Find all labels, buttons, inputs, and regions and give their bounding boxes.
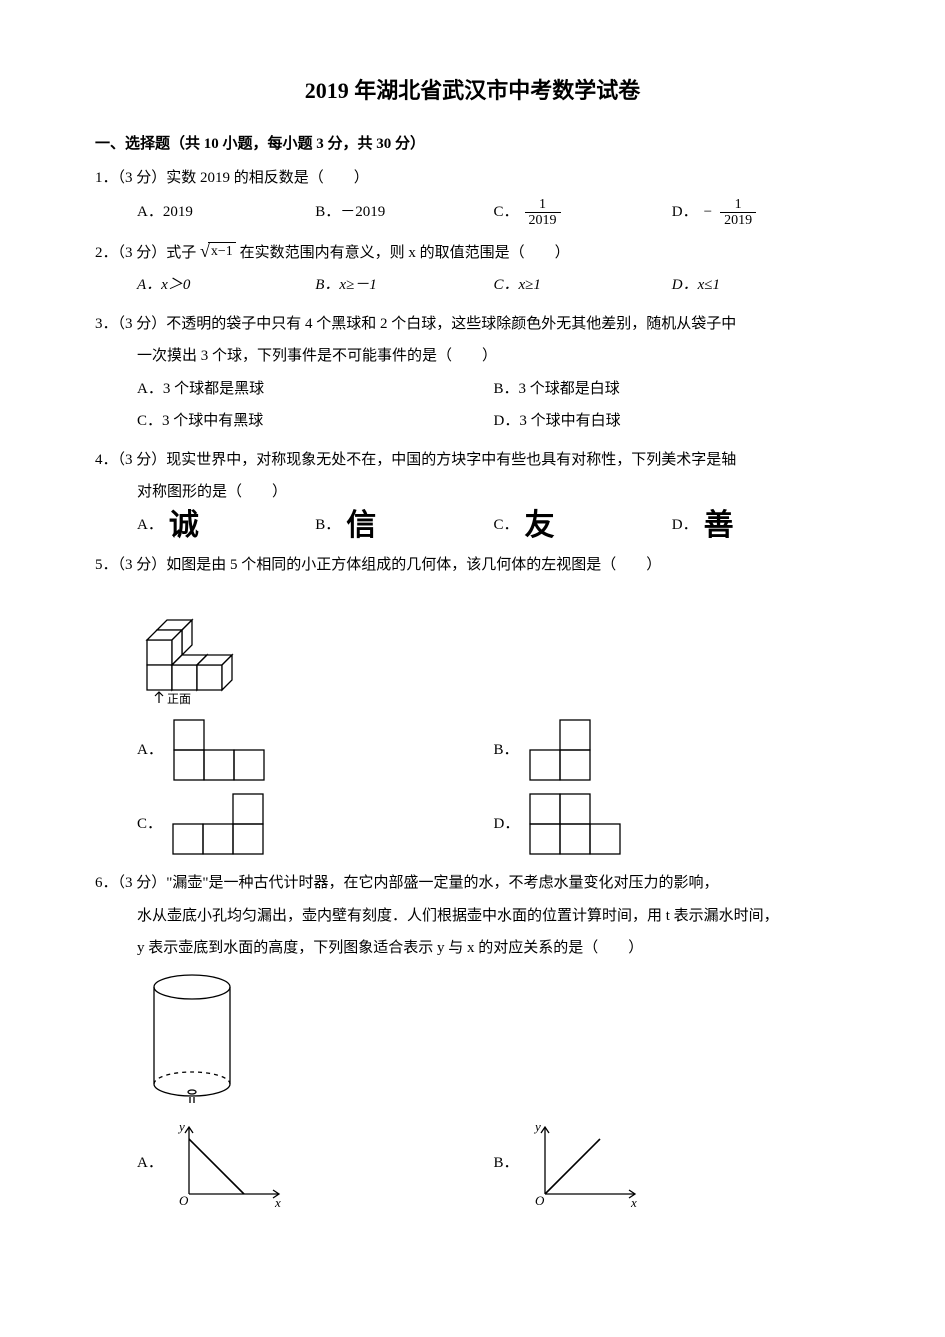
- q3-options-r2: C．3 个球中有黑球 D．3 个球中有白球: [95, 407, 850, 436]
- front-label: 正面: [167, 692, 191, 705]
- q5-figure: 正面: [95, 585, 850, 705]
- q3-optC: C．3 个球中有黑球: [137, 407, 494, 436]
- q6-figure: [95, 969, 850, 1109]
- graph-icon: y x O: [169, 1119, 289, 1209]
- fraction-icon: 1 2019: [720, 197, 756, 229]
- grid-shape-icon: [169, 715, 269, 785]
- q4-optB: B． 信: [315, 511, 493, 541]
- svg-text:O: O: [179, 1193, 189, 1208]
- q2-optA: A．x＞0: [137, 271, 315, 300]
- svg-text:O: O: [535, 1193, 545, 1208]
- grid-shape-icon: [168, 789, 268, 859]
- q6-optB: B． y x O: [494, 1119, 851, 1209]
- q4-stem2: 对称图形的是（ ）: [95, 478, 850, 507]
- q6-stem1: 6．（3 分）"漏壶"是一种古代计时器，在它内部盛一定量的水，不考虑水量变化对压…: [95, 869, 850, 898]
- q2-optD: D．x≤1: [672, 271, 850, 300]
- graph-icon: y x O: [525, 1119, 645, 1209]
- fraction-icon: 1 2019: [525, 197, 561, 229]
- q5-options-r2: C． D．: [95, 789, 850, 859]
- q3-optA: A．3 个球都是黑球: [137, 375, 494, 404]
- q6-stem2: 水从壶底小孔均匀漏出，壶内壁有刻度．人们根据壶中水面的位置计算时间，用 t 表示…: [95, 902, 850, 931]
- q2-optB: B．x≥－1: [315, 271, 493, 300]
- q4-stem1: 4．（3 分）现实世界中，对称现象无处不在，中国的方块字中有些也具有对称性，下列…: [95, 446, 850, 475]
- q2-options: A．x＞0 B．x≥－1 C．x≥1 D．x≤1: [95, 271, 850, 300]
- svg-text:y: y: [533, 1119, 541, 1134]
- question-3: 3．（3 分）不透明的袋子中只有 4 个黑球和 2 个白球，这些球除颜色外无其他…: [95, 310, 850, 436]
- question-1: 1．（3 分）实数 2019 的相反数是（ ） A．2019 B．－2019 C…: [95, 164, 850, 228]
- q1-stem: 1．（3 分）实数 2019 的相反数是（ ）: [95, 164, 850, 193]
- q4-optC: C． 友: [494, 511, 672, 541]
- q1-options: A．2019 B．－2019 C． 1 2019 D． − 1 2019: [95, 197, 850, 229]
- q3-optB: B．3 个球都是白球: [494, 375, 851, 404]
- q5-optA: A．: [137, 715, 494, 785]
- page-title: 2019 年湖北省武汉市中考数学试卷: [95, 70, 850, 112]
- q3-stem2: 一次摸出 3 个球，下列事件是不可能事件的是（ ）: [95, 342, 850, 371]
- svg-text:x: x: [630, 1195, 637, 1209]
- cube-solid-icon: 正面: [137, 585, 287, 705]
- q1-optB: B．－2019: [315, 197, 493, 229]
- grid-shape-icon: [525, 715, 600, 785]
- q2-optC: C．x≥1: [494, 271, 672, 300]
- q4-optD: D． 善: [672, 511, 850, 541]
- q6-optA: A． y x O: [137, 1119, 494, 1209]
- han-char-icon: 信: [346, 511, 376, 541]
- q4-options: A． 诚 B． 信 C． 友 D． 善: [95, 511, 850, 541]
- sqrt-icon: √ x−1: [200, 242, 236, 261]
- svg-text:y: y: [177, 1119, 185, 1134]
- q6-stem3: y 表示壶底到水面的高度，下列图象适合表示 y 与 x 的对应关系的是（ ）: [95, 934, 850, 963]
- svg-text:x: x: [274, 1195, 281, 1209]
- grid-shape-icon: [525, 789, 625, 859]
- q1-optD: D． − 1 2019: [672, 197, 850, 229]
- question-6: 6．（3 分）"漏壶"是一种古代计时器，在它内部盛一定量的水，不考虑水量变化对压…: [95, 869, 850, 1209]
- han-char-icon: 善: [704, 511, 734, 541]
- question-2: 2．（3 分）式子 √ x−1 在实数范围内有意义，则 x 的取值范围是（ ） …: [95, 239, 850, 300]
- section-header: 一、选择题（共 10 小题，每小题 3 分，共 30 分）: [95, 130, 850, 159]
- question-4: 4．（3 分）现实世界中，对称现象无处不在，中国的方块字中有些也具有对称性，下列…: [95, 446, 850, 541]
- cylinder-icon: [137, 969, 247, 1109]
- han-char-icon: 友: [525, 511, 555, 541]
- q6-options-r1: A． y x O B．: [95, 1119, 850, 1209]
- q1-optA: A．2019: [137, 197, 315, 229]
- q5-stem: 5．（3 分）如图是由 5 个相同的小正方体组成的几何体，该几何体的左视图是（ …: [95, 551, 850, 580]
- q5-optC: C．: [137, 789, 494, 859]
- q1-optC: C． 1 2019: [494, 197, 672, 229]
- q3-optD: D．3 个球中有白球: [494, 407, 851, 436]
- q4-optA: A． 诚: [137, 511, 315, 541]
- q3-stem1: 3．（3 分）不透明的袋子中只有 4 个黑球和 2 个白球，这些球除颜色外无其他…: [95, 310, 850, 339]
- q5-optB: B．: [494, 715, 851, 785]
- question-5: 5．（3 分）如图是由 5 个相同的小正方体组成的几何体，该几何体的左视图是（ …: [95, 551, 850, 860]
- q3-options-r1: A．3 个球都是黑球 B．3 个球都是白球: [95, 375, 850, 404]
- han-char-icon: 诚: [169, 511, 199, 541]
- q5-options-r1: A． B．: [95, 715, 850, 785]
- q2-stem: 2．（3 分）式子 √ x−1 在实数范围内有意义，则 x 的取值范围是（ ）: [95, 239, 850, 268]
- q5-optD: D．: [494, 789, 851, 859]
